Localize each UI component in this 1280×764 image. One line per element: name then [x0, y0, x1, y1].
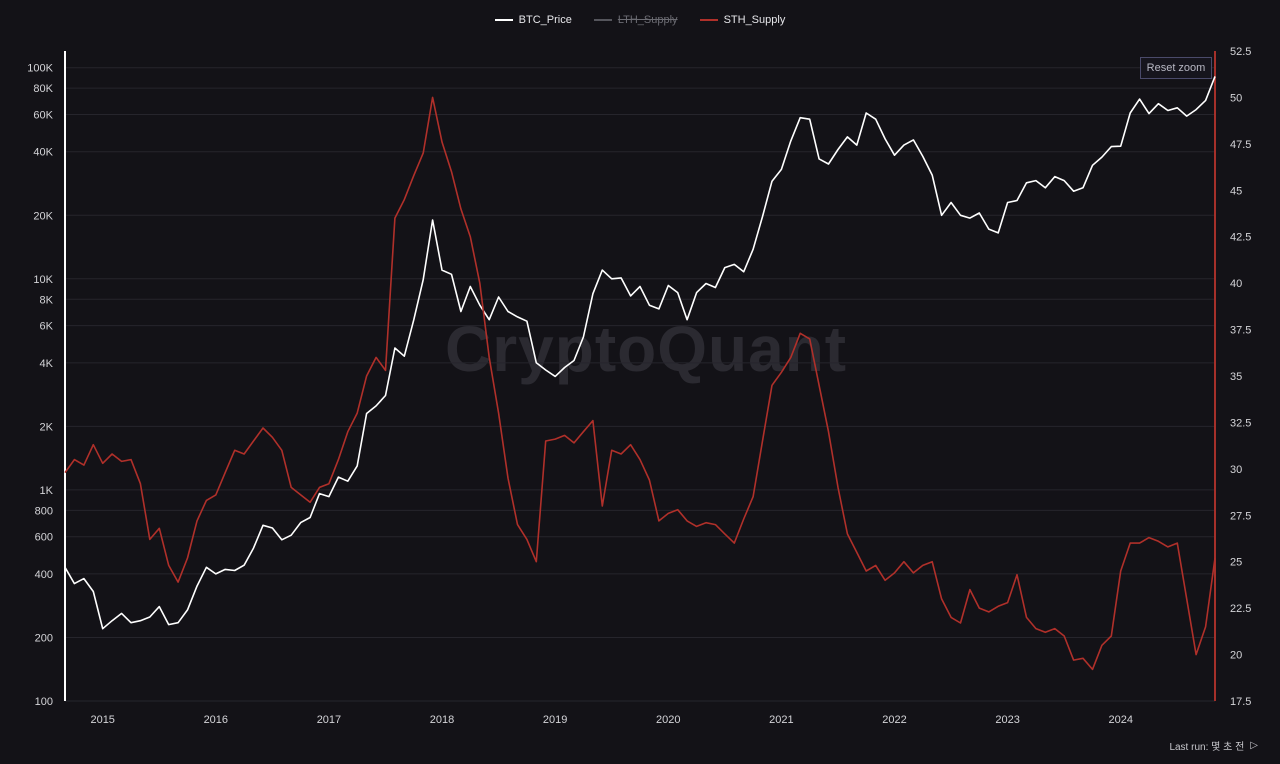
y-left-tick-label: 40K [33, 147, 53, 159]
y-left-tick-label: 100K [27, 63, 53, 75]
x-tick-label: 2018 [430, 714, 454, 726]
y-left-tick-label: 200 [35, 632, 53, 644]
y-right-tick-label: 20 [1230, 650, 1242, 662]
x-tick-label: 2020 [656, 714, 680, 726]
watermark: CryptoQuant [445, 313, 848, 385]
y-left-tick-label: 400 [35, 569, 53, 581]
legend-swatch-lth-supply [593, 19, 612, 21]
legend-label: LTH_Supply [617, 14, 678, 26]
reset-zoom-button[interactable]: Reset zoom [1140, 57, 1212, 79]
y-right-tick-label: 30 [1230, 464, 1242, 476]
y-right-tick-label: 25 [1230, 557, 1242, 569]
x-tick-label: 2021 [769, 714, 793, 726]
grid [65, 67, 1215, 702]
y-left-tick-label: 600 [35, 532, 53, 544]
y-left-tick-label: 2K [40, 421, 54, 433]
y-left-tick-label: 1K [40, 485, 54, 497]
y-left-tick-label: 20K [33, 210, 53, 222]
legend-item-sth-supply[interactable]: STH_Supply [699, 14, 786, 26]
y-right-tick-label: 17.5 [1230, 696, 1251, 708]
y-right-tick-label: 50 [1230, 92, 1242, 104]
x-tick-label: 2015 [90, 714, 114, 726]
legend-item-lth-supply[interactable]: LTH_Supply [593, 14, 678, 26]
x-tick-label: 2022 [882, 714, 906, 726]
last-run-label: Last run: 몇 초 전 [1169, 742, 1245, 753]
y-right-tick-label: 52.5 [1230, 46, 1251, 58]
legend-swatch-sth-supply [699, 19, 718, 21]
y-right-tick-label: 37.5 [1230, 325, 1251, 337]
y-left-tick-label: 60K [33, 110, 53, 122]
y-left-tick-label: 6K [40, 321, 54, 333]
series-line-sth-supply [64, 96, 1216, 671]
series-line-btc-price [64, 76, 1216, 630]
play-icon[interactable]: ▷ [1250, 740, 1258, 751]
y-right-tick-label: 22.5 [1230, 603, 1251, 615]
y-left-tick-label: 80K [33, 83, 53, 95]
x-tick-label: 2024 [1108, 714, 1132, 726]
y-right-tick-label: 42.5 [1230, 232, 1251, 244]
y-left-tick-label: 100 [35, 696, 53, 708]
legend-item-btc-price[interactable]: BTC_Price [494, 14, 572, 26]
x-tick-label: 2019 [543, 714, 567, 726]
y-right-tick-label: 40 [1230, 278, 1242, 290]
y-right-tick-label: 47.5 [1230, 139, 1251, 151]
y-left-tick-label: 800 [35, 505, 53, 517]
y-left-tick-label: 10K [33, 274, 53, 286]
y-left-tick-label: 4K [40, 358, 54, 370]
x-tick-label: 2017 [317, 714, 341, 726]
x-tick-label: 2023 [995, 714, 1019, 726]
legend-swatch-btc-price [494, 19, 513, 21]
legend-label: STH_Supply [723, 14, 786, 26]
x-tick-label: 2016 [204, 714, 228, 726]
y-right-tick-label: 32.5 [1230, 417, 1251, 429]
y-left-tick-label: 8K [40, 294, 54, 306]
y-right-tick-label: 27.5 [1230, 510, 1251, 522]
y-right-tick-label: 45 [1230, 185, 1242, 197]
legend: BTC_Price LTH_Supply STH_Supply [0, 14, 1280, 26]
y-right-tick-label: 35 [1230, 371, 1242, 383]
legend-label: BTC_Price [518, 14, 572, 26]
last-run: Last run: 몇 초 전 ▷ [1169, 738, 1258, 753]
